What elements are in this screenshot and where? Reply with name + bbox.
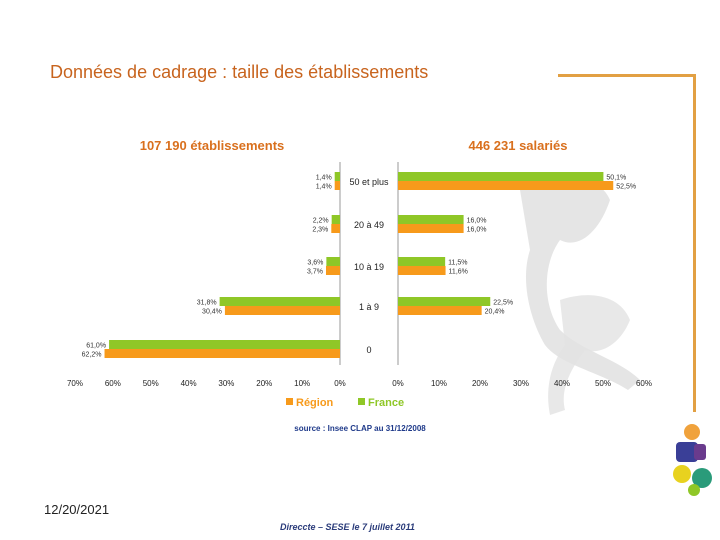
- right-tick-label-0: 0%: [392, 379, 404, 388]
- left-tick-label-5: 20%: [256, 379, 272, 388]
- left-tick-label-7: 0%: [334, 379, 346, 388]
- right-panel-title: 446 231 salariés: [468, 138, 567, 153]
- left-tick-label-1: 60%: [105, 379, 121, 388]
- left-label-france-3: 31,8%: [197, 300, 217, 307]
- right-bar-france-1: [398, 215, 464, 224]
- left-bar-région-1: [331, 224, 340, 233]
- legend-swatch-1: [358, 398, 365, 405]
- frame-vertical-line: [693, 74, 696, 412]
- category-label-1: 20 à 49: [354, 220, 384, 230]
- logo-blue-shape: [676, 442, 698, 462]
- right-bar-france-0: [398, 172, 604, 181]
- left-label-région-4: 62,2%: [82, 352, 102, 359]
- legend-swatch-0: [286, 398, 293, 405]
- logo-teal-shape: [692, 468, 712, 488]
- category-label-4: 0: [366, 345, 371, 355]
- slide-footer: Direccte – SESE le 7 juillet 2011: [280, 522, 415, 532]
- right-label-région-1: 16,0%: [467, 227, 487, 234]
- category-label-3: 1 à 9: [359, 302, 379, 312]
- left-tick-label-0: 70%: [67, 379, 83, 388]
- logo-purple-shape: [694, 444, 706, 460]
- left-bar-région-4: [104, 349, 341, 358]
- left-label-région-1: 2,3%: [312, 227, 328, 234]
- left-bar-france-4: [109, 340, 340, 349]
- category-label-2: 10 à 19: [354, 262, 384, 272]
- left-tick-label-6: 10%: [294, 379, 310, 388]
- category-label-0: 50 et plus: [349, 177, 389, 187]
- left-tick-label-3: 40%: [181, 379, 197, 388]
- legend-label-0: Région: [296, 397, 334, 409]
- right-bar-france-3: [398, 297, 491, 306]
- right-bar-région-0: [398, 181, 614, 190]
- right-label-france-3: 22,5%: [493, 300, 513, 307]
- right-tick-label-4: 40%: [554, 379, 570, 388]
- right-bar-région-1: [398, 224, 464, 233]
- left-bar-france-0: [334, 172, 340, 181]
- region-logo: [668, 418, 716, 498]
- right-tick-label-3: 30%: [513, 379, 529, 388]
- logo-orange-shape: [684, 424, 700, 440]
- left-bar-france-2: [326, 257, 340, 266]
- right-label-france-0: 50,1%: [606, 175, 626, 182]
- frame-horizontal-line: [558, 74, 696, 77]
- left-label-région-2: 3,7%: [307, 269, 323, 276]
- slide-date: 12/20/2021: [44, 502, 110, 517]
- right-bar-france-2: [398, 257, 446, 266]
- slide-title: Données de cadrage : taille des établiss…: [50, 62, 429, 82]
- right-label-région-3: 20,4%: [485, 309, 505, 316]
- left-panel-title: 107 190 établissements: [140, 138, 285, 153]
- left-label-france-1: 2,2%: [313, 218, 329, 225]
- right-tick-label-2: 20%: [472, 379, 488, 388]
- left-bar-région-3: [224, 306, 340, 315]
- right-label-france-1: 16,0%: [467, 218, 487, 225]
- left-label-france-4: 61,0%: [86, 343, 106, 350]
- right-tick-label-6: 60%: [636, 379, 652, 388]
- left-bar-france-3: [219, 297, 340, 306]
- left-label-région-0: 1,4%: [316, 184, 332, 191]
- right-label-france-2: 11,5%: [448, 260, 467, 267]
- right-label-région-2: 11,6%: [449, 269, 468, 276]
- right-label-région-0: 52,5%: [616, 184, 636, 191]
- right-tick-label-5: 50%: [595, 379, 611, 388]
- chart-source: source : Insee CLAP au 31/12/2008: [294, 424, 426, 433]
- logo-green-shape: [688, 484, 700, 496]
- decor-silhouette-front: [548, 295, 630, 415]
- left-bar-région-2: [325, 266, 340, 275]
- left-bar-région-0: [334, 181, 340, 190]
- right-bar-région-3: [398, 306, 482, 315]
- legend-label-1: France: [368, 397, 404, 409]
- left-tick-label-4: 30%: [218, 379, 234, 388]
- decor-silhouette-back: [520, 177, 640, 390]
- left-label-france-2: 3,6%: [307, 260, 323, 267]
- right-tick-label-1: 10%: [431, 379, 447, 388]
- left-label-région-3: 30,4%: [202, 309, 222, 316]
- left-bar-france-1: [331, 215, 340, 224]
- right-bar-région-2: [398, 266, 446, 275]
- left-tick-label-2: 50%: [143, 379, 159, 388]
- logo-yellow-shape: [673, 465, 691, 483]
- left-label-france-0: 1,4%: [316, 175, 332, 182]
